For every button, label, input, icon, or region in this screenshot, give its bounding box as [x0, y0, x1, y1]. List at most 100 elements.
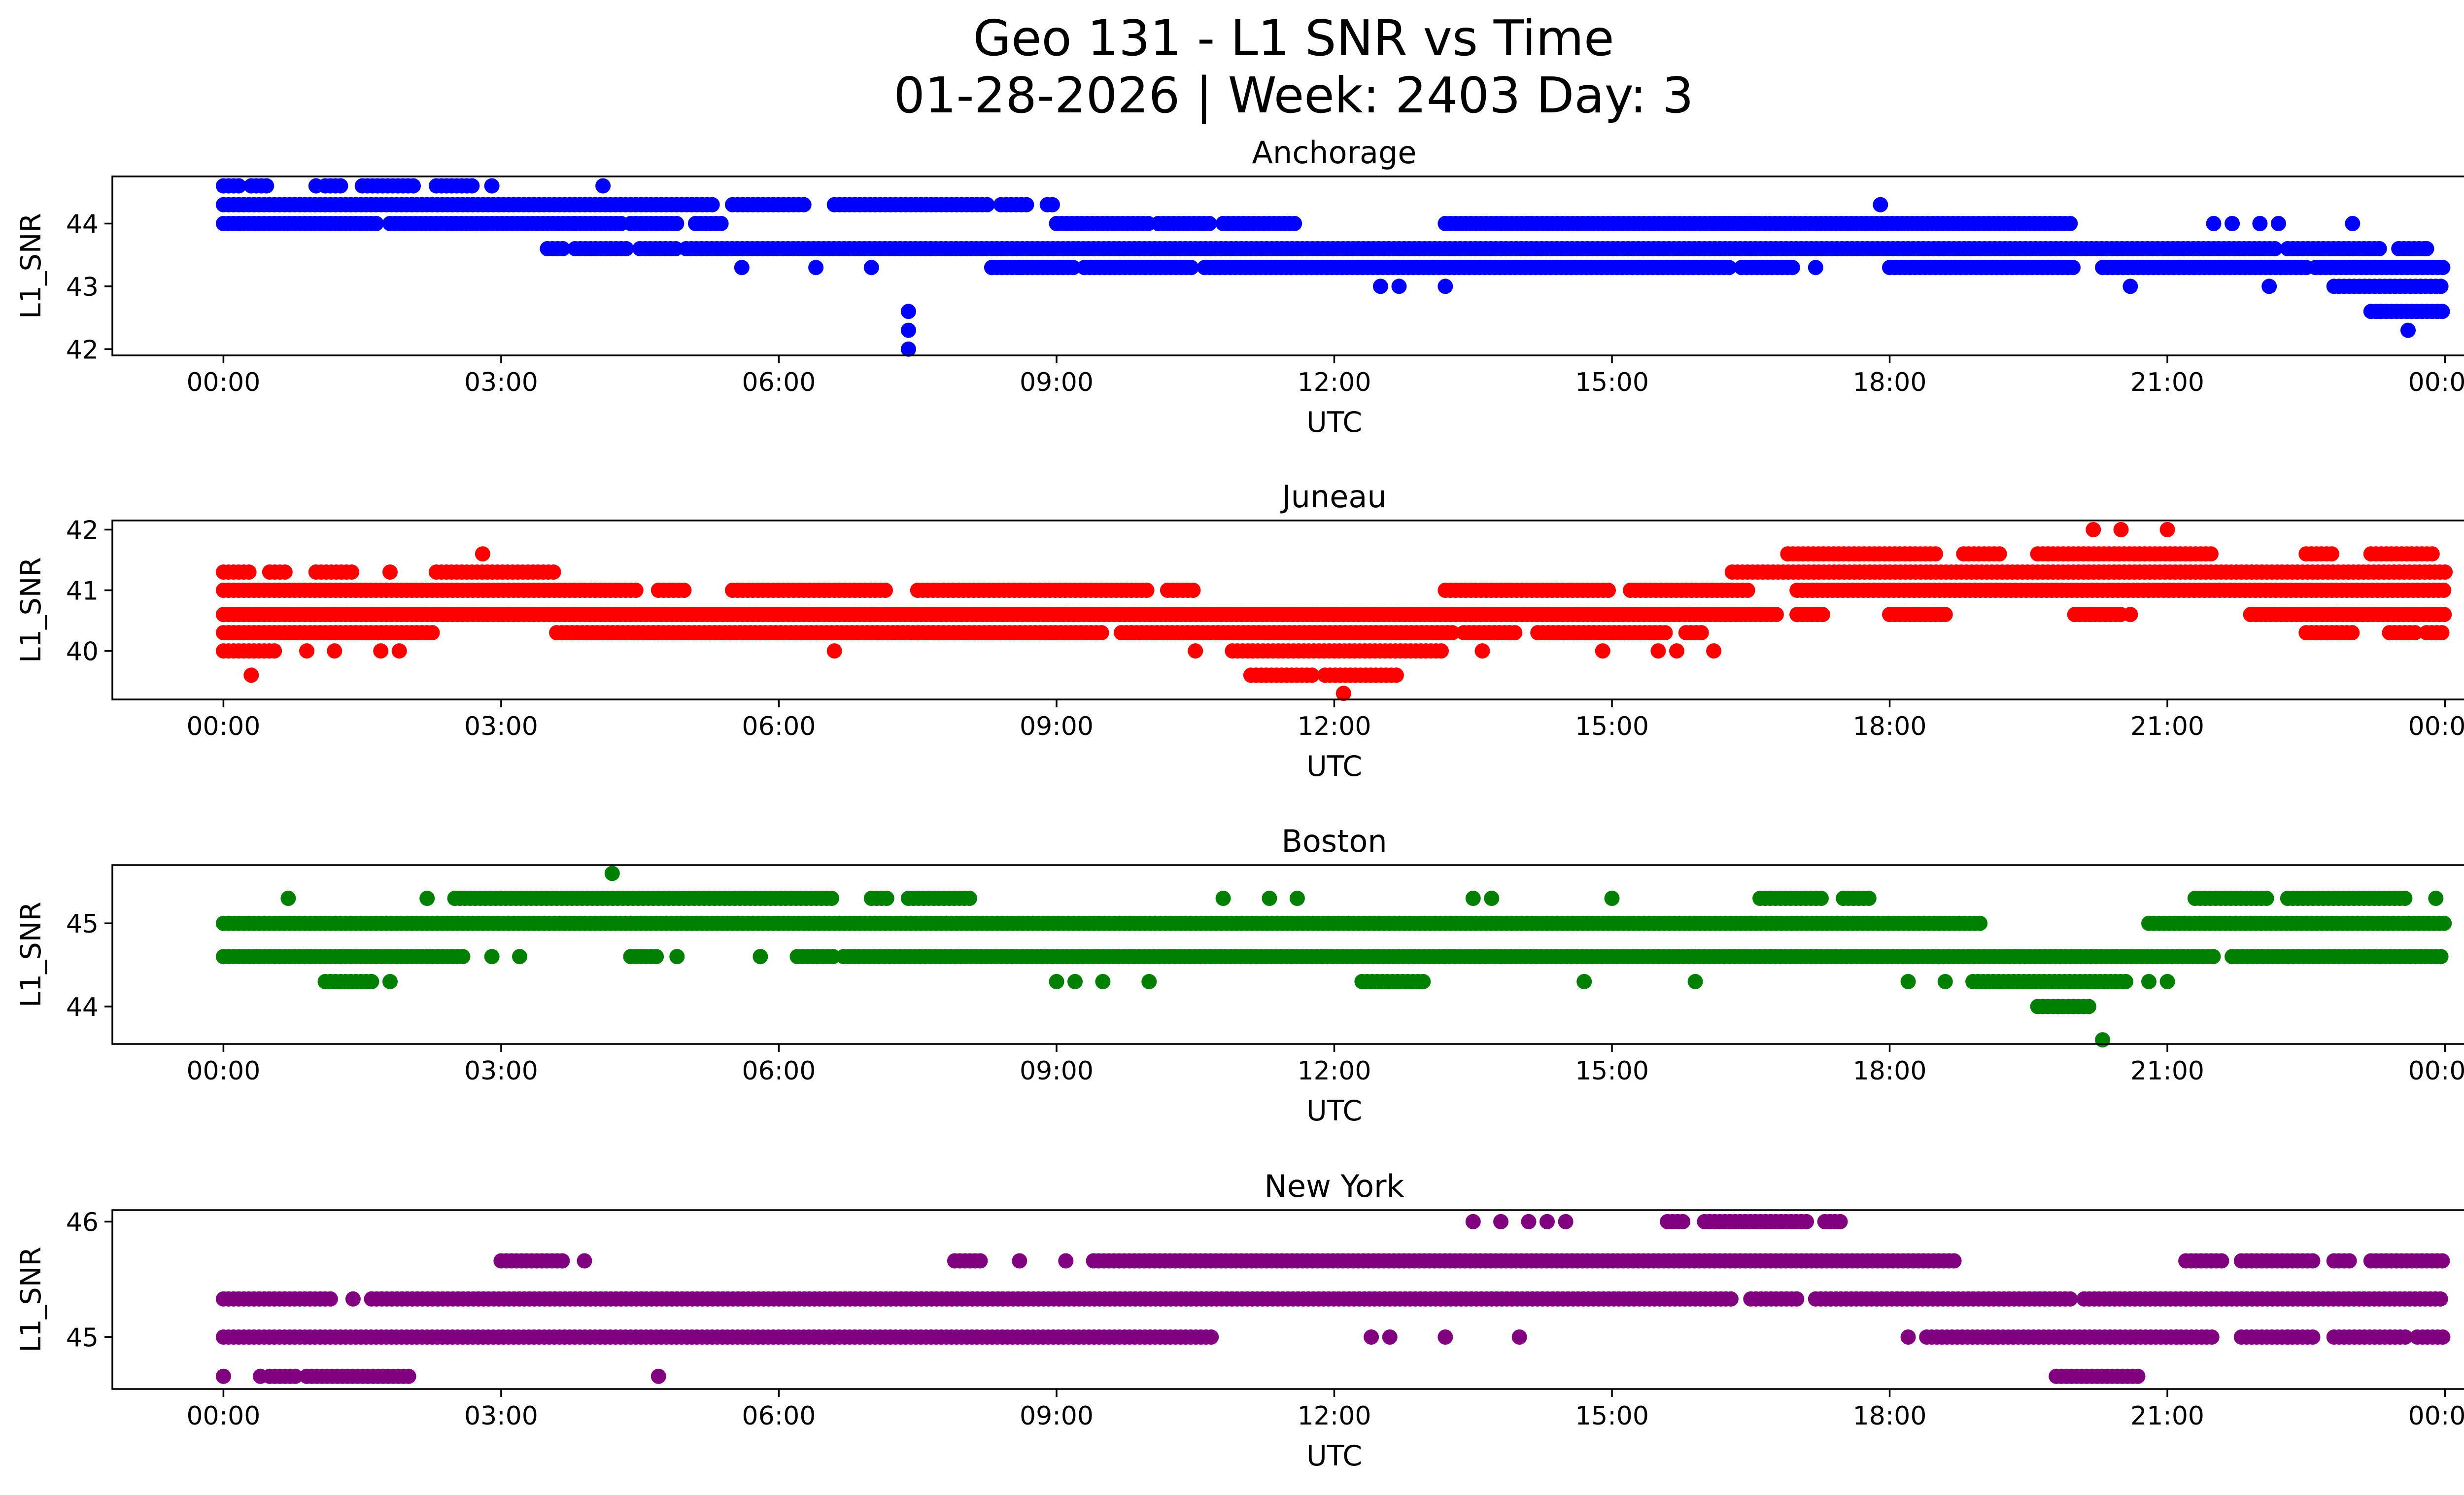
new-york-xtick-label: 12:00	[1298, 1401, 1371, 1431]
new-york-point	[1540, 1214, 1555, 1229]
anchorage-point	[979, 197, 995, 212]
anchorage-ytick-label: 43	[66, 273, 99, 302]
new-york-point	[2435, 1329, 2451, 1345]
new-york-point	[1723, 1291, 1739, 1307]
juneau-point	[2159, 522, 2175, 537]
new-york-point	[1364, 1329, 1379, 1345]
anchorage-point	[618, 241, 634, 256]
new-york-point	[1558, 1214, 1574, 1229]
new-york-point	[1521, 1214, 1537, 1229]
juneau-xtick-label: 09:00	[1020, 712, 1094, 741]
juneau-point	[1185, 583, 1201, 598]
anchorage-point	[1873, 197, 1888, 212]
new-york-point	[322, 1291, 338, 1307]
boston-xtick-label: 15:00	[1575, 1056, 1649, 1086]
boston-ytick-label: 44	[66, 993, 99, 1022]
boston-point	[879, 891, 894, 906]
new-york-point	[1382, 1329, 1398, 1345]
juneau-point	[1693, 625, 1709, 641]
juneau-point	[277, 564, 293, 580]
anchorage-point	[2122, 278, 2138, 294]
anchorage-point	[2433, 278, 2449, 294]
anchorage-xtick-label: 06:00	[742, 368, 816, 397]
boston-point	[364, 973, 379, 989]
boston-point	[1067, 973, 1083, 989]
boston-point	[1814, 891, 1829, 906]
juneau-point	[1304, 667, 1320, 683]
juneau-point	[2437, 564, 2453, 580]
new-york-point	[2397, 1329, 2413, 1345]
juneau-point	[241, 564, 257, 580]
new-york-point	[2214, 1253, 2229, 1269]
juneau-point	[327, 643, 342, 659]
new-york-point	[1675, 1214, 1691, 1229]
new-york-point	[2062, 1291, 2078, 1307]
juneau-point	[1768, 607, 1784, 623]
boston-point	[1687, 973, 1703, 989]
anchorage-point	[2065, 260, 2081, 276]
new-york-point	[2434, 1253, 2450, 1269]
juneau-point	[373, 643, 389, 659]
anchorage-point	[2062, 216, 2078, 231]
juneau-point	[2086, 522, 2101, 537]
anchorage-xtick-label: 00:00	[2408, 368, 2464, 397]
boston-point	[512, 949, 527, 965]
juneau-xtick-label: 00:00	[186, 712, 260, 741]
boston-title: Boston	[1281, 823, 1387, 859]
new-york-xtick-label: 18:00	[1853, 1401, 1927, 1431]
juneau-point	[2344, 625, 2360, 641]
new-york-point	[650, 1368, 666, 1384]
anchorage-point	[2345, 216, 2361, 231]
juneau-point	[299, 643, 314, 659]
new-york-point	[253, 1368, 268, 1384]
juneau-point	[1650, 643, 1666, 659]
boston-point	[753, 949, 768, 965]
boston-xtick-label: 21:00	[2130, 1056, 2204, 1086]
anchorage-point	[1784, 260, 1800, 276]
juneau-xtick-label: 15:00	[1575, 712, 1649, 741]
figure-title-line1: Geo 131 - L1 SNR vs Time	[973, 9, 1614, 67]
anchorage-point	[669, 216, 684, 231]
anchorage-point	[1372, 278, 1388, 294]
boston-point	[2259, 891, 2274, 906]
anchorage-point	[231, 178, 246, 194]
boston-xtick-label: 18:00	[1853, 1056, 1927, 1086]
boston-point	[2433, 949, 2449, 965]
juneau-point	[1139, 583, 1155, 598]
boston-point	[2081, 999, 2096, 1014]
boston-point	[1900, 973, 1916, 989]
boston-point	[1576, 973, 1592, 989]
juneau-xtick-label: 06:00	[742, 712, 816, 741]
juneau-point	[1928, 546, 1943, 562]
anchorage-point	[2371, 241, 2387, 256]
new-york-point	[215, 1368, 231, 1384]
juneau-point	[1434, 643, 1449, 659]
boston-point	[1262, 891, 1277, 906]
juneau-point	[1937, 607, 1953, 623]
new-york-point	[1493, 1214, 1509, 1229]
boston-point	[2095, 1032, 2111, 1048]
anchorage-point	[308, 178, 324, 194]
boston-point	[1415, 973, 1431, 989]
anchorage-xtick-label: 09:00	[1020, 368, 1094, 397]
new-york-points	[215, 1214, 2451, 1384]
anchorage-point	[2434, 304, 2450, 319]
new-york-xtick-label: 15:00	[1575, 1401, 1649, 1431]
new-york-ylabel: L1_SNR	[15, 1247, 47, 1353]
anchorage-point	[2261, 278, 2277, 294]
anchorage-ytick-label: 44	[66, 210, 99, 240]
anchorage-point	[1808, 260, 1823, 276]
boston-point	[2141, 973, 2156, 989]
new-york-point	[1511, 1329, 1527, 1345]
anchorage-point	[2372, 304, 2388, 319]
new-york-point	[1203, 1329, 1219, 1345]
boston-point	[825, 949, 841, 965]
new-york-title: New York	[1265, 1168, 1404, 1204]
boston-xtick-label: 06:00	[742, 1056, 816, 1086]
new-york-xtick-label: 21:00	[2130, 1401, 2204, 1431]
juneau-point	[1706, 643, 1722, 659]
